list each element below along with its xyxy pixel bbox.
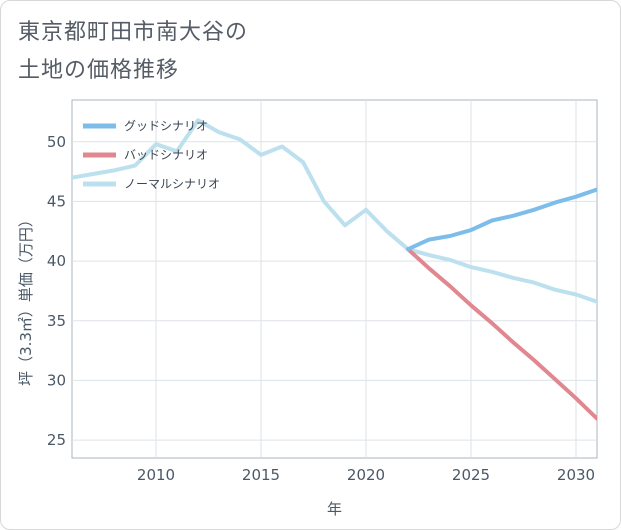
y-tick-label: 35 [47, 312, 66, 330]
chart-title-line1: 東京都町田市南大谷の [18, 20, 249, 45]
y-tick-label: 40 [47, 252, 66, 270]
series-line-good [406, 187, 597, 252]
tick-labels: 2010 2015 2020 2025 2030 25 30 35 40 45 50 [47, 133, 595, 484]
grid-lines [72, 100, 597, 458]
y-tick-label: 45 [47, 192, 66, 210]
series-line-normal [72, 118, 597, 304]
x-tick-label: 2030 [557, 466, 595, 484]
x-tick-label: 2015 [242, 466, 280, 484]
series-line-bad [406, 247, 597, 421]
legend-label: ノーマルシナリオ [124, 177, 220, 191]
y-axis-title: 坪（3.3㎡）単価（万円） [17, 212, 35, 386]
series-lines [72, 118, 597, 421]
x-tick-label: 2025 [452, 466, 490, 484]
y-tick-label: 30 [47, 371, 66, 389]
x-tick-label: 2010 [137, 466, 175, 484]
legend-label: バッドシナリオ [124, 148, 208, 162]
legend-label: グッドシナリオ [124, 119, 208, 133]
x-axis-title: 年 [327, 500, 342, 518]
plot-area [71, 99, 598, 459]
y-tick-label: 50 [47, 133, 66, 151]
y-tick-label: 25 [47, 431, 66, 449]
chart-title-line2: 土地の価格推移 [18, 58, 180, 83]
x-tick-label: 2020 [347, 466, 385, 484]
